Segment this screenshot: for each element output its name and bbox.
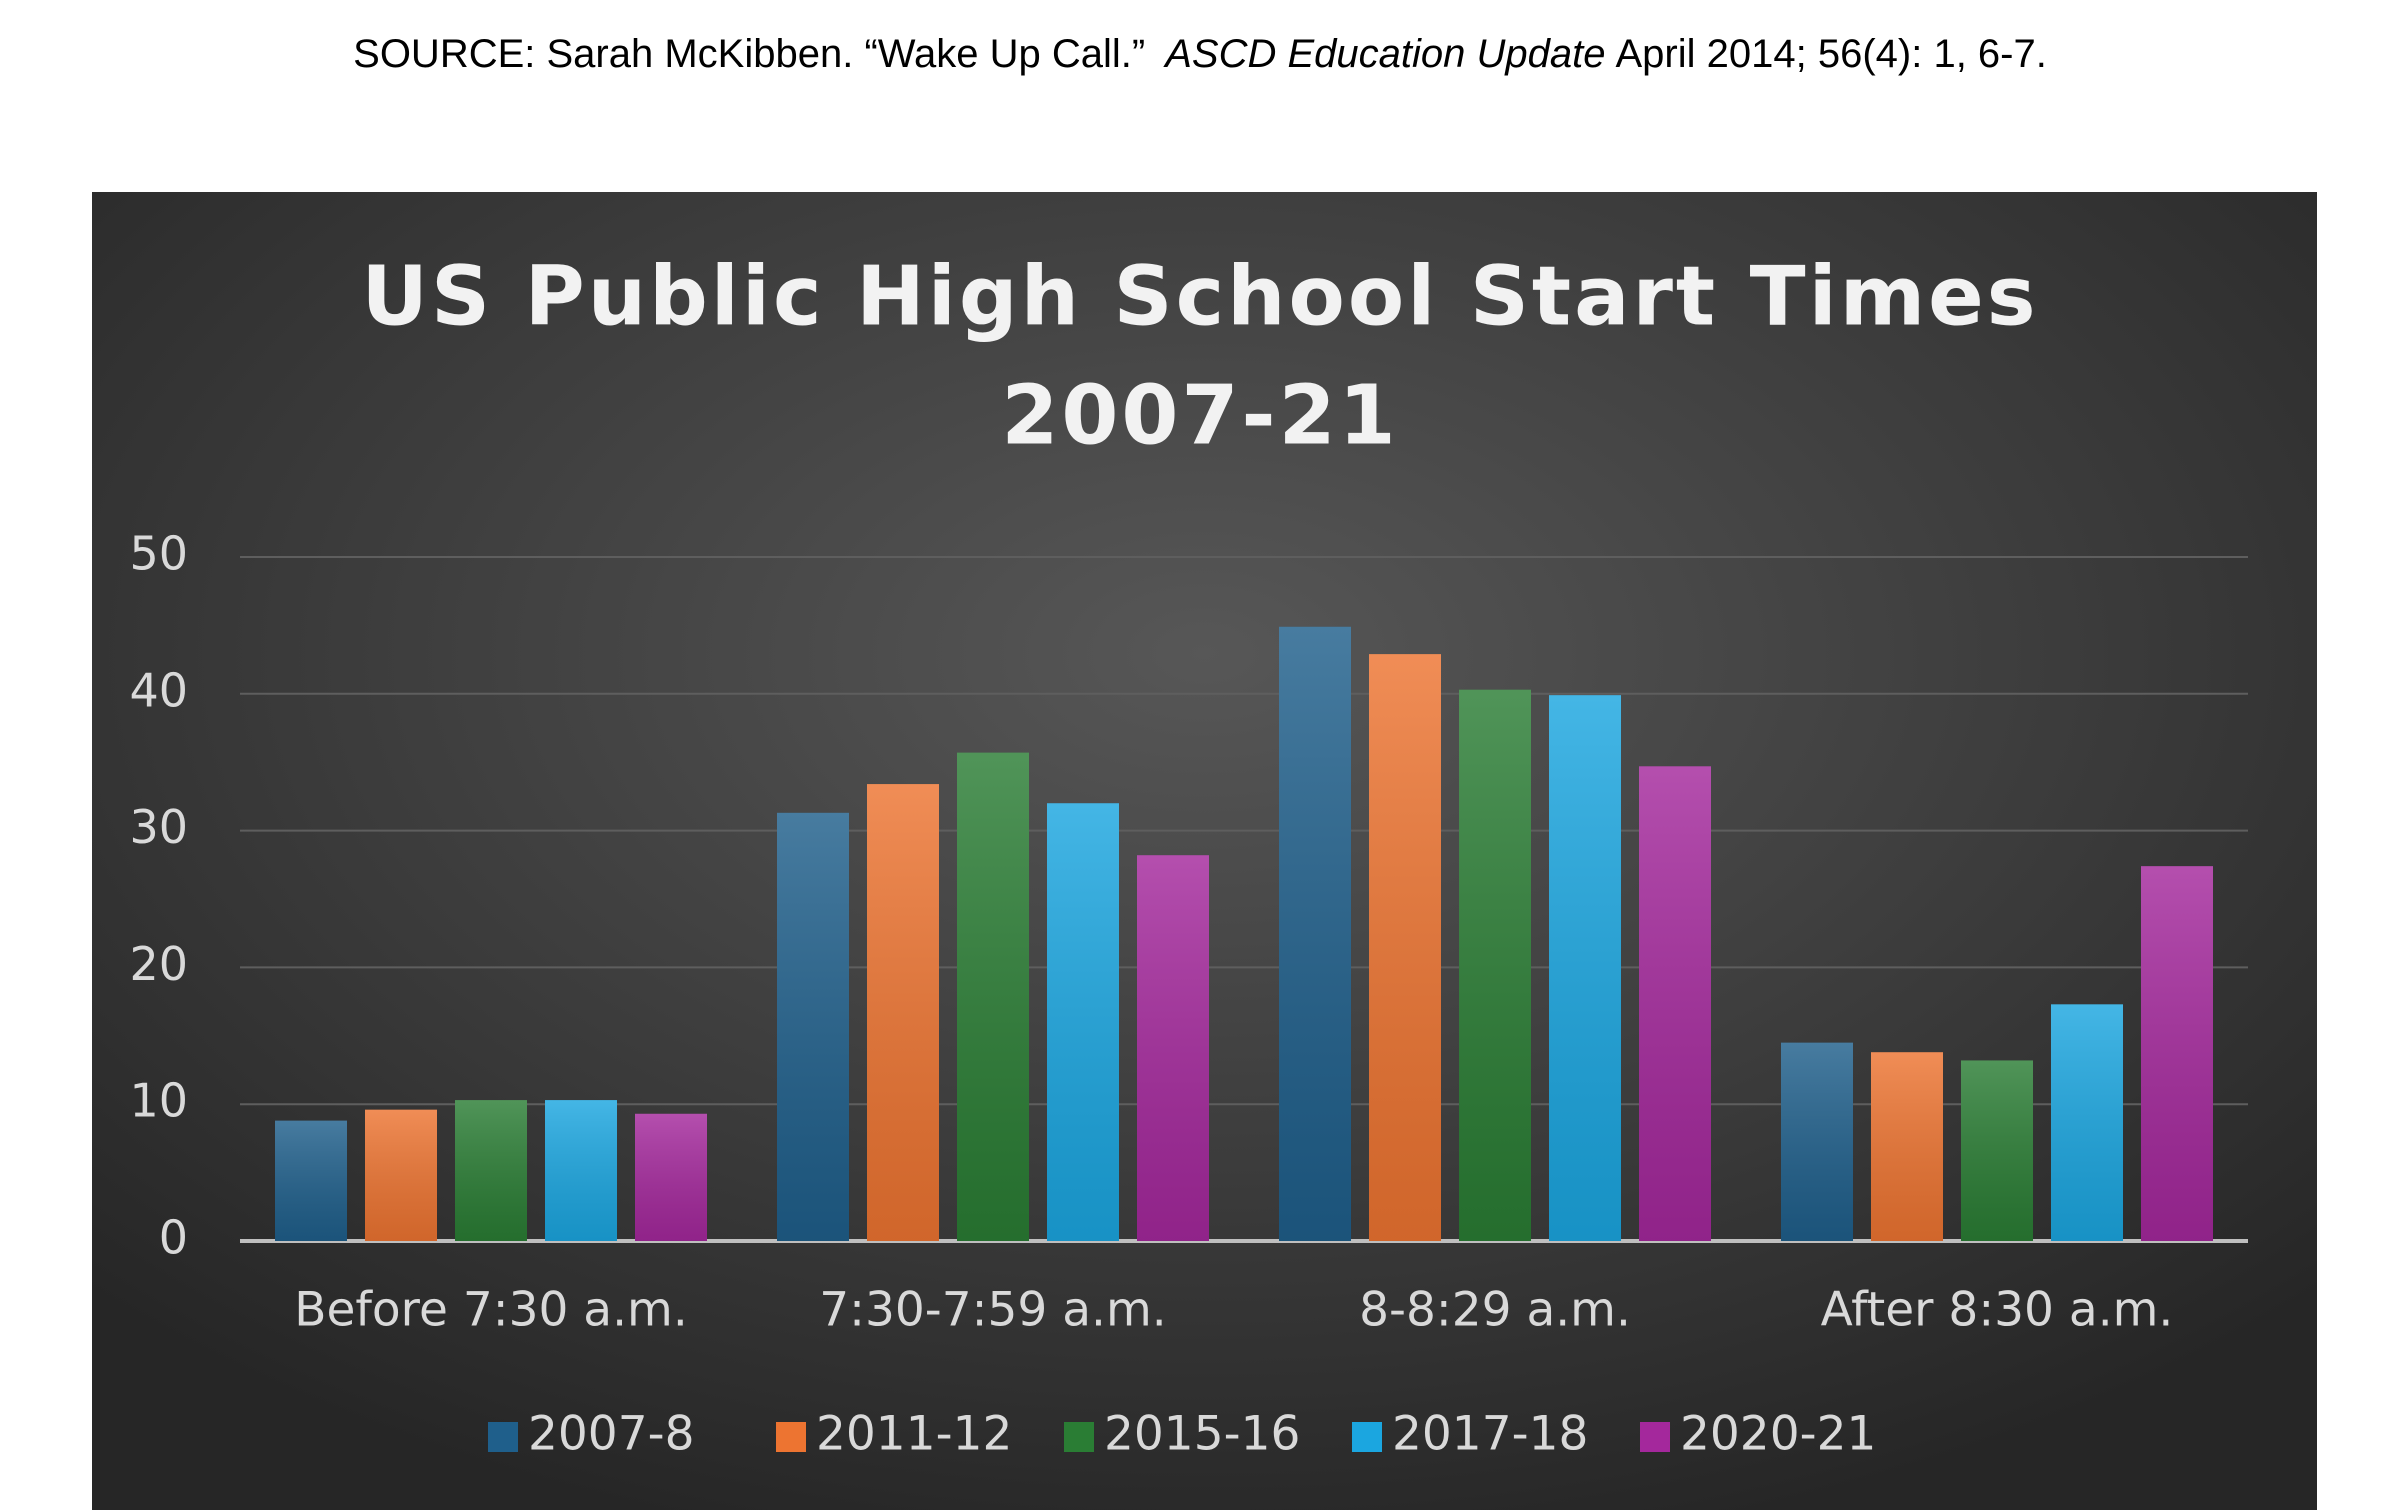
y-tick-label: 50 xyxy=(129,527,188,581)
bar-shade xyxy=(1549,695,1621,1241)
source-journal: ASCD Education Update xyxy=(1163,32,1605,76)
chart-title: US Public High School Start Times xyxy=(361,249,2038,344)
legend-label: 2015-16 xyxy=(1104,1407,1300,1462)
bar-shade xyxy=(1871,1052,1943,1241)
y-tick-label: 30 xyxy=(129,800,188,854)
legend-swatch xyxy=(488,1422,518,1452)
y-tick-label: 40 xyxy=(129,663,188,717)
x-tick-label: After 8:30 a.m. xyxy=(1821,1283,2174,1338)
y-tick-label: 10 xyxy=(129,1074,188,1128)
bar-shade xyxy=(1961,1060,2033,1241)
source-prefix: SOURCE: Sarah McKibben. “Wake Up Call.” xyxy=(353,32,1145,76)
x-tick-label: 7:30-7:59 a.m. xyxy=(819,1283,1166,1338)
bar-shade xyxy=(957,752,1029,1241)
bar-shade xyxy=(1459,689,1531,1241)
bar-shade xyxy=(635,1113,707,1241)
bar-shade xyxy=(275,1120,347,1241)
chart-panel xyxy=(92,192,2317,1510)
bar-shade xyxy=(1279,626,1351,1241)
bar-shade xyxy=(545,1100,617,1241)
chart-title: 2007-21 xyxy=(1001,368,1398,463)
legend-swatch xyxy=(1640,1422,1670,1452)
bar-shade xyxy=(1047,803,1119,1241)
legend-swatch xyxy=(1352,1422,1382,1452)
legend-label: 2011-12 xyxy=(816,1407,1012,1462)
y-tick-label: 0 xyxy=(159,1211,188,1265)
bar-shade xyxy=(1137,855,1209,1241)
bar-shade xyxy=(777,812,849,1241)
bar-shade xyxy=(2141,866,2213,1241)
legend-label: 2017-18 xyxy=(1392,1407,1588,1462)
legend-label: 2007-8 xyxy=(528,1407,694,1462)
bar-shade xyxy=(455,1100,527,1241)
bar-shade xyxy=(867,784,939,1241)
bar-shade xyxy=(1781,1042,1853,1241)
bar-shade xyxy=(2051,1004,2123,1241)
source: SOURCE: Sarah McKibben. “Wake Up Call.” A… xyxy=(353,32,2047,76)
legend-label: 2020-21 xyxy=(1680,1407,1876,1462)
bar-shade xyxy=(1639,766,1711,1241)
y-tick-label: 20 xyxy=(129,937,188,991)
legend-swatch xyxy=(776,1422,806,1452)
bar-shade xyxy=(365,1109,437,1241)
legend-swatch xyxy=(1064,1422,1094,1452)
source-suffix: April 2014; 56(4): 1, 6-7. xyxy=(1616,32,2047,76)
x-tick-label: 8-8:29 a.m. xyxy=(1359,1283,1631,1338)
x-tick-label: Before 7:30 a.m. xyxy=(294,1283,688,1338)
bar-shade xyxy=(1369,654,1441,1241)
